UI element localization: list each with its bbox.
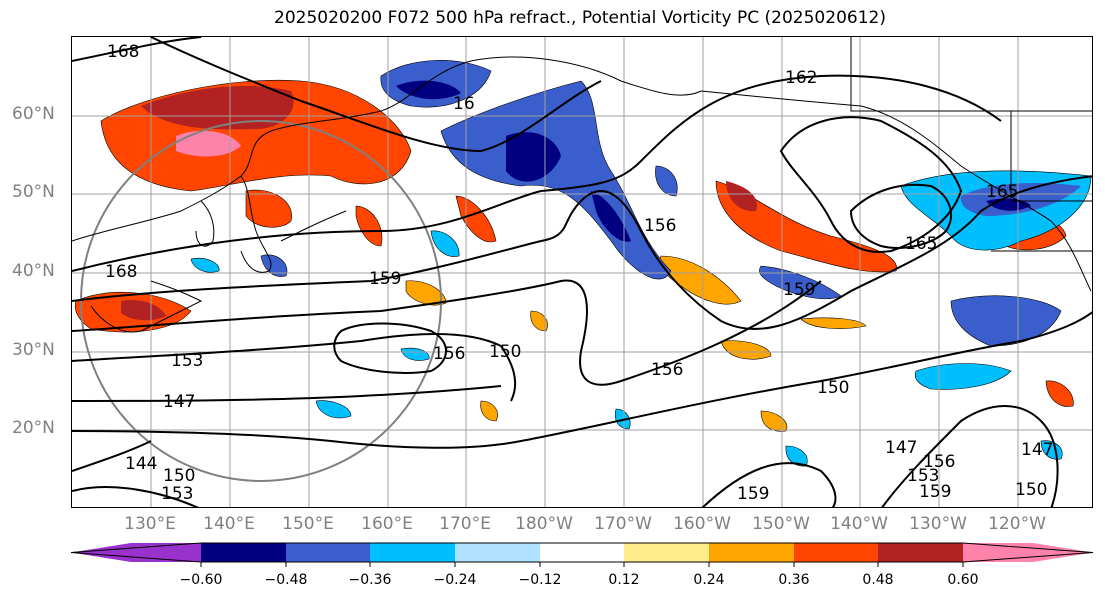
colorbar-segment	[794, 543, 878, 562]
lon-label-180w: 180°W	[515, 514, 573, 534]
colorbar-tick-label: 0.36	[778, 572, 810, 588]
contour-label: 150	[163, 466, 195, 486]
colorbar-segment	[455, 543, 540, 562]
colorbar-segment	[624, 543, 709, 562]
contour-label: 144	[125, 454, 157, 474]
lon-label-140e: 140°E	[203, 514, 255, 534]
colorbar-tick-label: −0.60	[179, 572, 223, 588]
contour-label: 16	[453, 94, 475, 114]
range-ring	[80, 120, 442, 482]
map-panel: 168 162 16 168 159 153 147 144 156 150 1…	[71, 36, 1093, 508]
colorbar-tick-label: −0.36	[348, 572, 392, 588]
contour-label: 156	[433, 344, 465, 364]
contour-label: 150	[1015, 480, 1047, 500]
colorbar-tick-label: 0.12	[608, 572, 640, 588]
contour-label: 147	[885, 438, 917, 458]
colorbar-tick-label: 0.60	[947, 572, 979, 588]
contour-label: 147	[163, 392, 195, 412]
colorbar-outline	[70, 542, 1094, 563]
colorbar-extend-low	[71, 543, 201, 562]
map-title: 2025020200 F072 500 hPa refract., Potent…	[274, 8, 886, 28]
colorbar-segment	[709, 543, 794, 562]
lon-label-170e: 170°E	[439, 514, 491, 534]
colorbar-tick-label: −0.24	[433, 572, 477, 588]
lat-label-30n: 30°N	[12, 340, 55, 360]
colorbar-extend-high	[963, 543, 1093, 562]
contour-label: 147	[1021, 440, 1053, 460]
contour-label: 168	[105, 262, 137, 282]
lon-label-150e: 150°E	[282, 514, 334, 534]
contour-label: 168	[107, 42, 139, 62]
graticule	[72, 37, 1092, 507]
lon-label-160w: 160°W	[673, 514, 731, 534]
contour-label: 156	[644, 216, 676, 236]
contour-label: 165	[905, 234, 937, 254]
contour-labels: 168 162 16 168 159 153 147 144 156 150 1…	[105, 42, 1053, 504]
contour-label: 162	[785, 68, 817, 88]
colorbar-segment	[370, 543, 455, 562]
contour-label: 159	[369, 269, 401, 289]
colorbar-tick-label: −0.12	[518, 572, 562, 588]
contour-label: 156	[923, 452, 955, 472]
contour-label: 153	[907, 466, 939, 486]
colorbar-segment	[201, 543, 286, 562]
colorbar-tick-label: 0.48	[862, 572, 894, 588]
colorbar-tick-label: 0.24	[693, 572, 725, 588]
colorbar-segment	[286, 543, 370, 562]
contour-label: 150	[489, 342, 521, 362]
lon-label-120w: 120°W	[988, 514, 1046, 534]
contour-label: 153	[161, 484, 193, 504]
pv-negative-fills	[190, 60, 1092, 467]
colorbar-tick-label: −0.48	[264, 572, 308, 588]
lat-label-60n: 60°N	[12, 104, 55, 124]
contour-label: 159	[737, 484, 769, 504]
lon-label-150w: 150°W	[752, 514, 810, 534]
lat-label-40n: 40°N	[12, 261, 55, 281]
contour-label: 156	[651, 360, 683, 380]
lon-label-130e: 130°E	[124, 514, 176, 534]
contour-label: 159	[783, 280, 815, 300]
lon-label-140w: 140°W	[830, 514, 888, 534]
contour-label: 165	[986, 182, 1018, 202]
lat-label-20n: 20°N	[12, 418, 55, 438]
lon-label-160e: 160°E	[361, 514, 413, 534]
contour-label: 153	[171, 351, 203, 371]
colorbar-segment	[540, 543, 624, 562]
height-contours	[72, 37, 1092, 507]
contour-label: 159	[919, 482, 951, 502]
map-canvas: 168 162 16 168 159 153 147 144 156 150 1…	[72, 37, 1092, 507]
lon-label-170w: 170°W	[594, 514, 652, 534]
lon-label-130w: 130°W	[909, 514, 967, 534]
colorbar-segment	[878, 543, 963, 562]
lat-label-50n: 50°N	[12, 182, 55, 202]
contour-label: 150	[817, 378, 849, 398]
